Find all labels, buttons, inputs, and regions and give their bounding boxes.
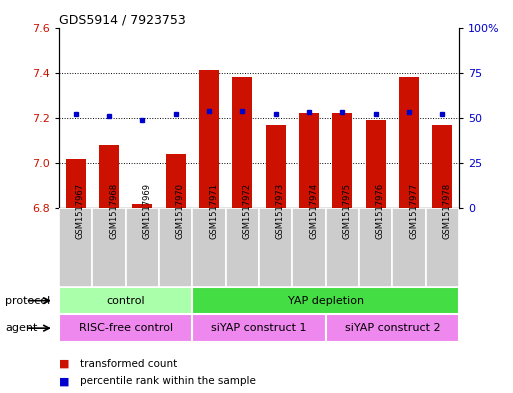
FancyBboxPatch shape	[59, 208, 92, 287]
Text: GSM1517974: GSM1517974	[309, 183, 318, 239]
FancyBboxPatch shape	[159, 208, 192, 287]
Text: GDS5914 / 7923753: GDS5914 / 7923753	[59, 13, 186, 26]
FancyBboxPatch shape	[192, 208, 226, 287]
Bar	[199, 70, 219, 208]
Text: GSM1517977: GSM1517977	[409, 183, 418, 239]
FancyBboxPatch shape	[226, 208, 259, 287]
Text: GSM1517976: GSM1517976	[376, 183, 385, 239]
Bar	[66, 159, 86, 208]
Bar	[332, 114, 352, 208]
FancyBboxPatch shape	[392, 208, 426, 287]
FancyBboxPatch shape	[92, 208, 126, 287]
Bar	[99, 145, 119, 208]
FancyBboxPatch shape	[426, 208, 459, 287]
Text: transformed count: transformed count	[80, 358, 177, 369]
Bar	[432, 125, 452, 208]
Text: ■: ■	[59, 376, 69, 386]
Bar	[299, 114, 319, 208]
FancyBboxPatch shape	[326, 208, 359, 287]
Bar	[166, 154, 186, 208]
FancyBboxPatch shape	[359, 208, 392, 287]
Text: RISC-free control: RISC-free control	[78, 323, 173, 333]
Text: GSM1517970: GSM1517970	[175, 183, 185, 239]
FancyBboxPatch shape	[259, 208, 292, 287]
FancyBboxPatch shape	[192, 314, 326, 342]
Text: YAP depletion: YAP depletion	[288, 296, 364, 306]
Text: GSM1517972: GSM1517972	[242, 183, 251, 239]
Text: GSM1517969: GSM1517969	[143, 183, 151, 239]
Text: GSM1517978: GSM1517978	[442, 183, 451, 239]
Text: protocol: protocol	[5, 296, 50, 306]
Text: percentile rank within the sample: percentile rank within the sample	[80, 376, 255, 386]
Bar	[232, 77, 252, 208]
Bar	[132, 204, 152, 208]
Text: GSM1517968: GSM1517968	[109, 183, 118, 239]
Text: control: control	[106, 296, 145, 306]
FancyBboxPatch shape	[126, 208, 159, 287]
Text: GSM1517975: GSM1517975	[343, 183, 351, 239]
Bar	[399, 77, 419, 208]
FancyBboxPatch shape	[326, 314, 459, 342]
Text: ■: ■	[59, 358, 69, 369]
Bar	[266, 125, 286, 208]
Text: GSM1517967: GSM1517967	[76, 183, 85, 239]
FancyBboxPatch shape	[292, 208, 326, 287]
Text: siYAP construct 2: siYAP construct 2	[345, 323, 440, 333]
FancyBboxPatch shape	[192, 287, 459, 314]
Text: agent: agent	[5, 323, 37, 333]
Bar	[366, 120, 386, 208]
FancyBboxPatch shape	[59, 314, 192, 342]
Text: GSM1517971: GSM1517971	[209, 183, 218, 239]
Text: GSM1517973: GSM1517973	[276, 183, 285, 239]
FancyBboxPatch shape	[59, 287, 192, 314]
Text: siYAP construct 1: siYAP construct 1	[211, 323, 307, 333]
